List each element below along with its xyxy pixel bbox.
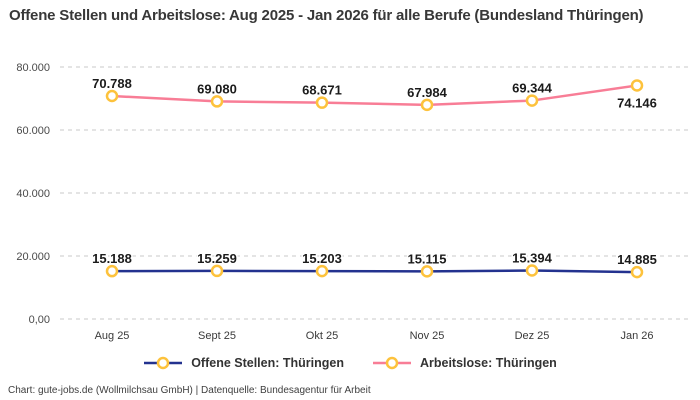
x-axis-tick-label: Nov 25 <box>410 330 445 342</box>
data-point-marker <box>420 265 434 278</box>
data-point-label: 15.188 <box>92 251 132 266</box>
data-point-label: 15.394 <box>512 251 553 266</box>
series-line-0 <box>110 269 639 274</box>
data-point-marker <box>525 94 539 107</box>
data-point-marker <box>630 79 644 92</box>
data-point-marker <box>315 96 329 109</box>
data-point-marker <box>420 98 434 112</box>
y-axis-tick-label: 20.000 <box>16 251 50 263</box>
data-point-label: 74.146 <box>617 95 657 110</box>
legend-label: Arbeitslose: Thüringen <box>419 356 557 370</box>
x-axis-tick-label: Jan 26 <box>620 330 653 342</box>
legend-item-arbeitslose[interactable]: Arbeitslose: Thüringen <box>372 356 557 370</box>
data-point-label: 70.788 <box>92 76 132 91</box>
series-line-1 <box>110 84 639 107</box>
data-point-label: 15.203 <box>302 251 342 266</box>
y-axis-tick-label: 0,00 <box>29 314 50 326</box>
data-point-marker <box>105 264 119 278</box>
x-axis-tick-label: Sept 25 <box>198 330 236 342</box>
data-point-label: 67.984 <box>407 85 448 100</box>
data-point-label: 15.115 <box>407 251 446 266</box>
chart-legend: Offene Stellen: Thüringen Arbeitslose: T… <box>0 356 700 370</box>
y-axis-tick-label: 60.000 <box>16 125 50 137</box>
line-marker-swatch-icon <box>144 356 183 370</box>
x-axis-tick-label: Dez 25 <box>515 330 550 342</box>
data-point-marker <box>315 264 329 278</box>
data-point-label: 68.671 <box>302 83 342 98</box>
y-axis-tick-label: 40.000 <box>16 188 50 200</box>
data-point-label: 15.259 <box>197 251 237 266</box>
legend-item-offene-stellen[interactable]: Offene Stellen: Thüringen <box>143 356 344 370</box>
data-point-marker <box>210 95 224 108</box>
data-point-marker <box>630 265 644 279</box>
x-axis-tick-label: Okt 25 <box>306 330 338 342</box>
legend-label: Offene Stellen: Thüringen <box>191 356 344 370</box>
data-point-marker <box>525 264 539 277</box>
data-point-label: 69.344 <box>512 81 553 96</box>
data-point-label: 69.080 <box>197 81 237 96</box>
attribution-footer: Chart: gute-jobs.de (Wollmilchsau GmbH) … <box>8 385 371 396</box>
line-marker-swatch-icon <box>372 356 411 370</box>
data-point-marker <box>105 89 119 103</box>
data-point-marker <box>210 264 224 278</box>
chart-title: Offene Stellen und Arbeitslose: Aug 2025… <box>9 7 644 24</box>
data-point-label: 14.885 <box>617 252 657 267</box>
x-axis-tick-label: Aug 25 <box>95 330 130 342</box>
y-axis-tick-label: 80.000 <box>16 62 50 74</box>
